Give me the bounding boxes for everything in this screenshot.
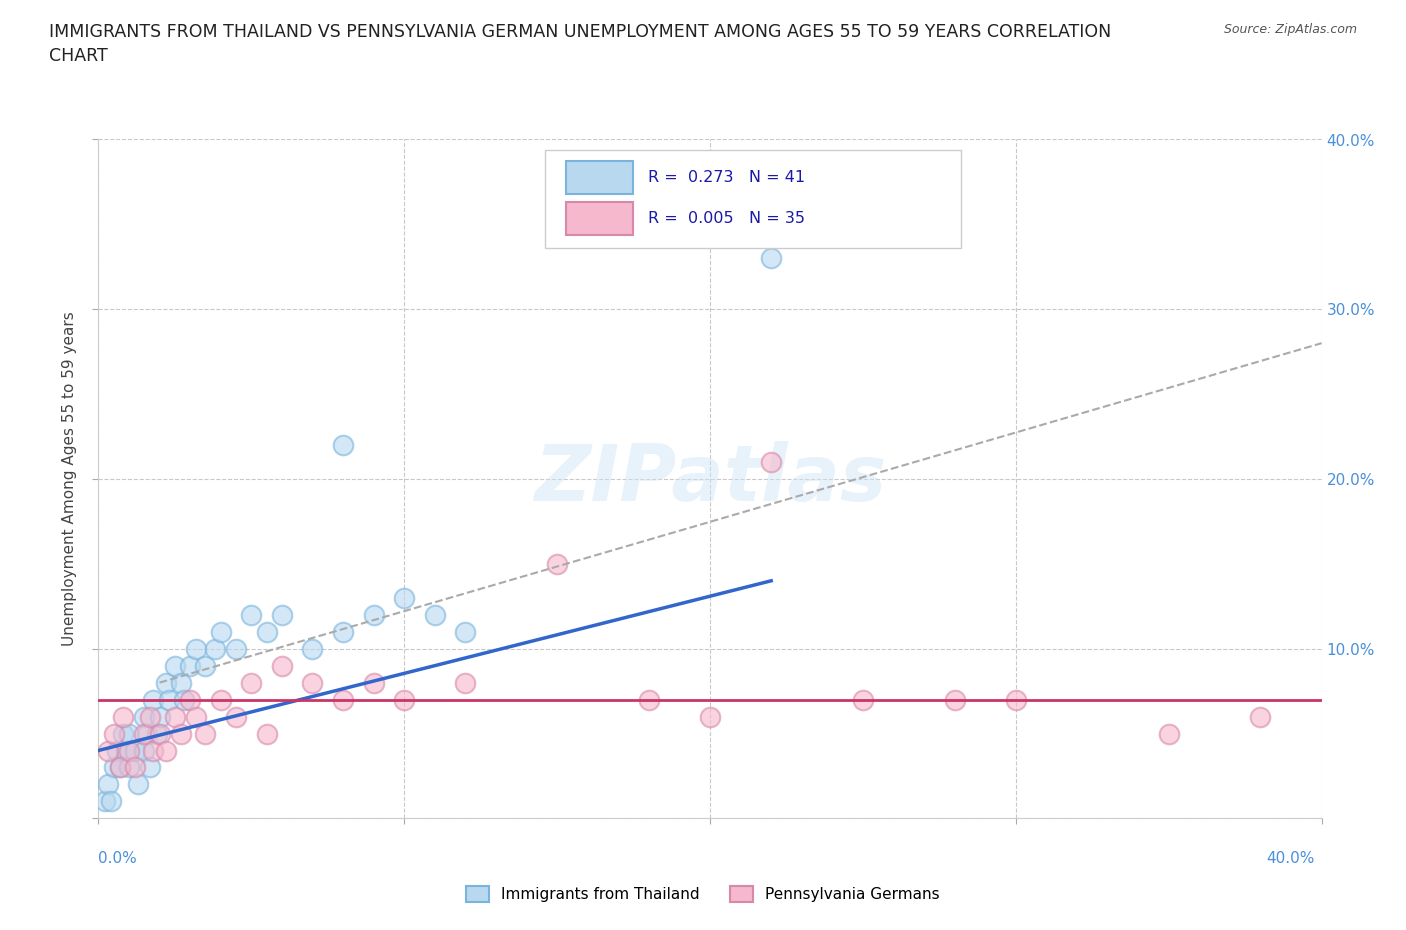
Point xyxy=(155,675,177,690)
Point xyxy=(105,743,128,758)
Point xyxy=(209,624,232,639)
Point xyxy=(943,692,966,707)
Point xyxy=(240,675,263,690)
Point xyxy=(142,743,165,758)
Point xyxy=(332,624,354,639)
Bar xyxy=(565,202,633,234)
Text: R =  0.273   N = 41: R = 0.273 N = 41 xyxy=(648,170,804,185)
Point xyxy=(155,743,177,758)
Point xyxy=(392,591,416,605)
Point xyxy=(852,692,875,707)
Point xyxy=(1004,692,1026,707)
Point xyxy=(118,743,141,758)
Legend: Immigrants from Thailand, Pennsylvania Germans: Immigrants from Thailand, Pennsylvania G… xyxy=(460,880,946,909)
Text: IMMIGRANTS FROM THAILAND VS PENNSYLVANIA GERMAN UNEMPLOYMENT AMONG AGES 55 TO 59: IMMIGRANTS FROM THAILAND VS PENNSYLVANIA… xyxy=(49,23,1112,65)
Point xyxy=(699,710,721,724)
Text: R =  0.005   N = 35: R = 0.005 N = 35 xyxy=(648,211,804,226)
Point xyxy=(332,692,354,707)
Point xyxy=(301,642,323,657)
Point xyxy=(194,658,217,673)
Point xyxy=(759,455,782,470)
Point xyxy=(100,794,122,809)
Point xyxy=(256,624,278,639)
Point xyxy=(637,692,661,707)
Point xyxy=(118,726,141,741)
Point xyxy=(179,692,201,707)
Point xyxy=(186,710,208,724)
Point xyxy=(93,794,115,809)
Point xyxy=(139,710,162,724)
Point xyxy=(194,726,217,741)
Point xyxy=(118,760,141,775)
Point xyxy=(270,658,292,673)
Point xyxy=(142,692,165,707)
Point xyxy=(136,726,159,741)
Point xyxy=(546,556,568,571)
FancyBboxPatch shape xyxy=(546,150,960,248)
Point xyxy=(127,777,149,792)
Point xyxy=(270,607,292,622)
Point xyxy=(209,692,232,707)
Point xyxy=(301,675,323,690)
Text: 40.0%: 40.0% xyxy=(1267,851,1315,866)
Point xyxy=(392,692,416,707)
Point xyxy=(332,438,354,453)
Text: Source: ZipAtlas.com: Source: ZipAtlas.com xyxy=(1223,23,1357,36)
Point xyxy=(363,607,385,622)
Point xyxy=(173,692,195,707)
Point xyxy=(97,743,120,758)
Point xyxy=(454,624,477,639)
Point xyxy=(139,760,162,775)
Point xyxy=(108,760,131,775)
Point xyxy=(1249,710,1271,724)
Point xyxy=(111,710,134,724)
Point xyxy=(256,726,278,741)
Point xyxy=(1157,726,1180,741)
Point xyxy=(97,777,120,792)
Point xyxy=(111,726,134,741)
Text: 0.0%: 0.0% xyxy=(98,851,138,866)
Point xyxy=(240,607,263,622)
Point xyxy=(454,675,477,690)
Point xyxy=(163,658,186,673)
Point xyxy=(149,710,172,724)
Point xyxy=(157,692,180,707)
Point xyxy=(145,726,167,741)
Point xyxy=(225,642,247,657)
Point xyxy=(134,743,156,758)
Point xyxy=(170,675,193,690)
Point xyxy=(179,658,201,673)
Point xyxy=(103,726,125,741)
Point xyxy=(225,710,247,724)
Point xyxy=(163,710,186,724)
Point xyxy=(124,743,146,758)
Point xyxy=(363,675,385,690)
Point xyxy=(103,760,125,775)
Point xyxy=(149,726,172,741)
Point xyxy=(108,760,131,775)
Point xyxy=(759,251,782,266)
Point xyxy=(204,642,226,657)
Bar xyxy=(565,161,633,193)
Point xyxy=(170,726,193,741)
Point xyxy=(134,710,156,724)
Point xyxy=(186,642,208,657)
Point xyxy=(115,743,138,758)
Point xyxy=(423,607,446,622)
Y-axis label: Unemployment Among Ages 55 to 59 years: Unemployment Among Ages 55 to 59 years xyxy=(62,312,77,646)
Point xyxy=(134,726,156,741)
Point xyxy=(124,760,146,775)
Text: ZIPatlas: ZIPatlas xyxy=(534,441,886,517)
